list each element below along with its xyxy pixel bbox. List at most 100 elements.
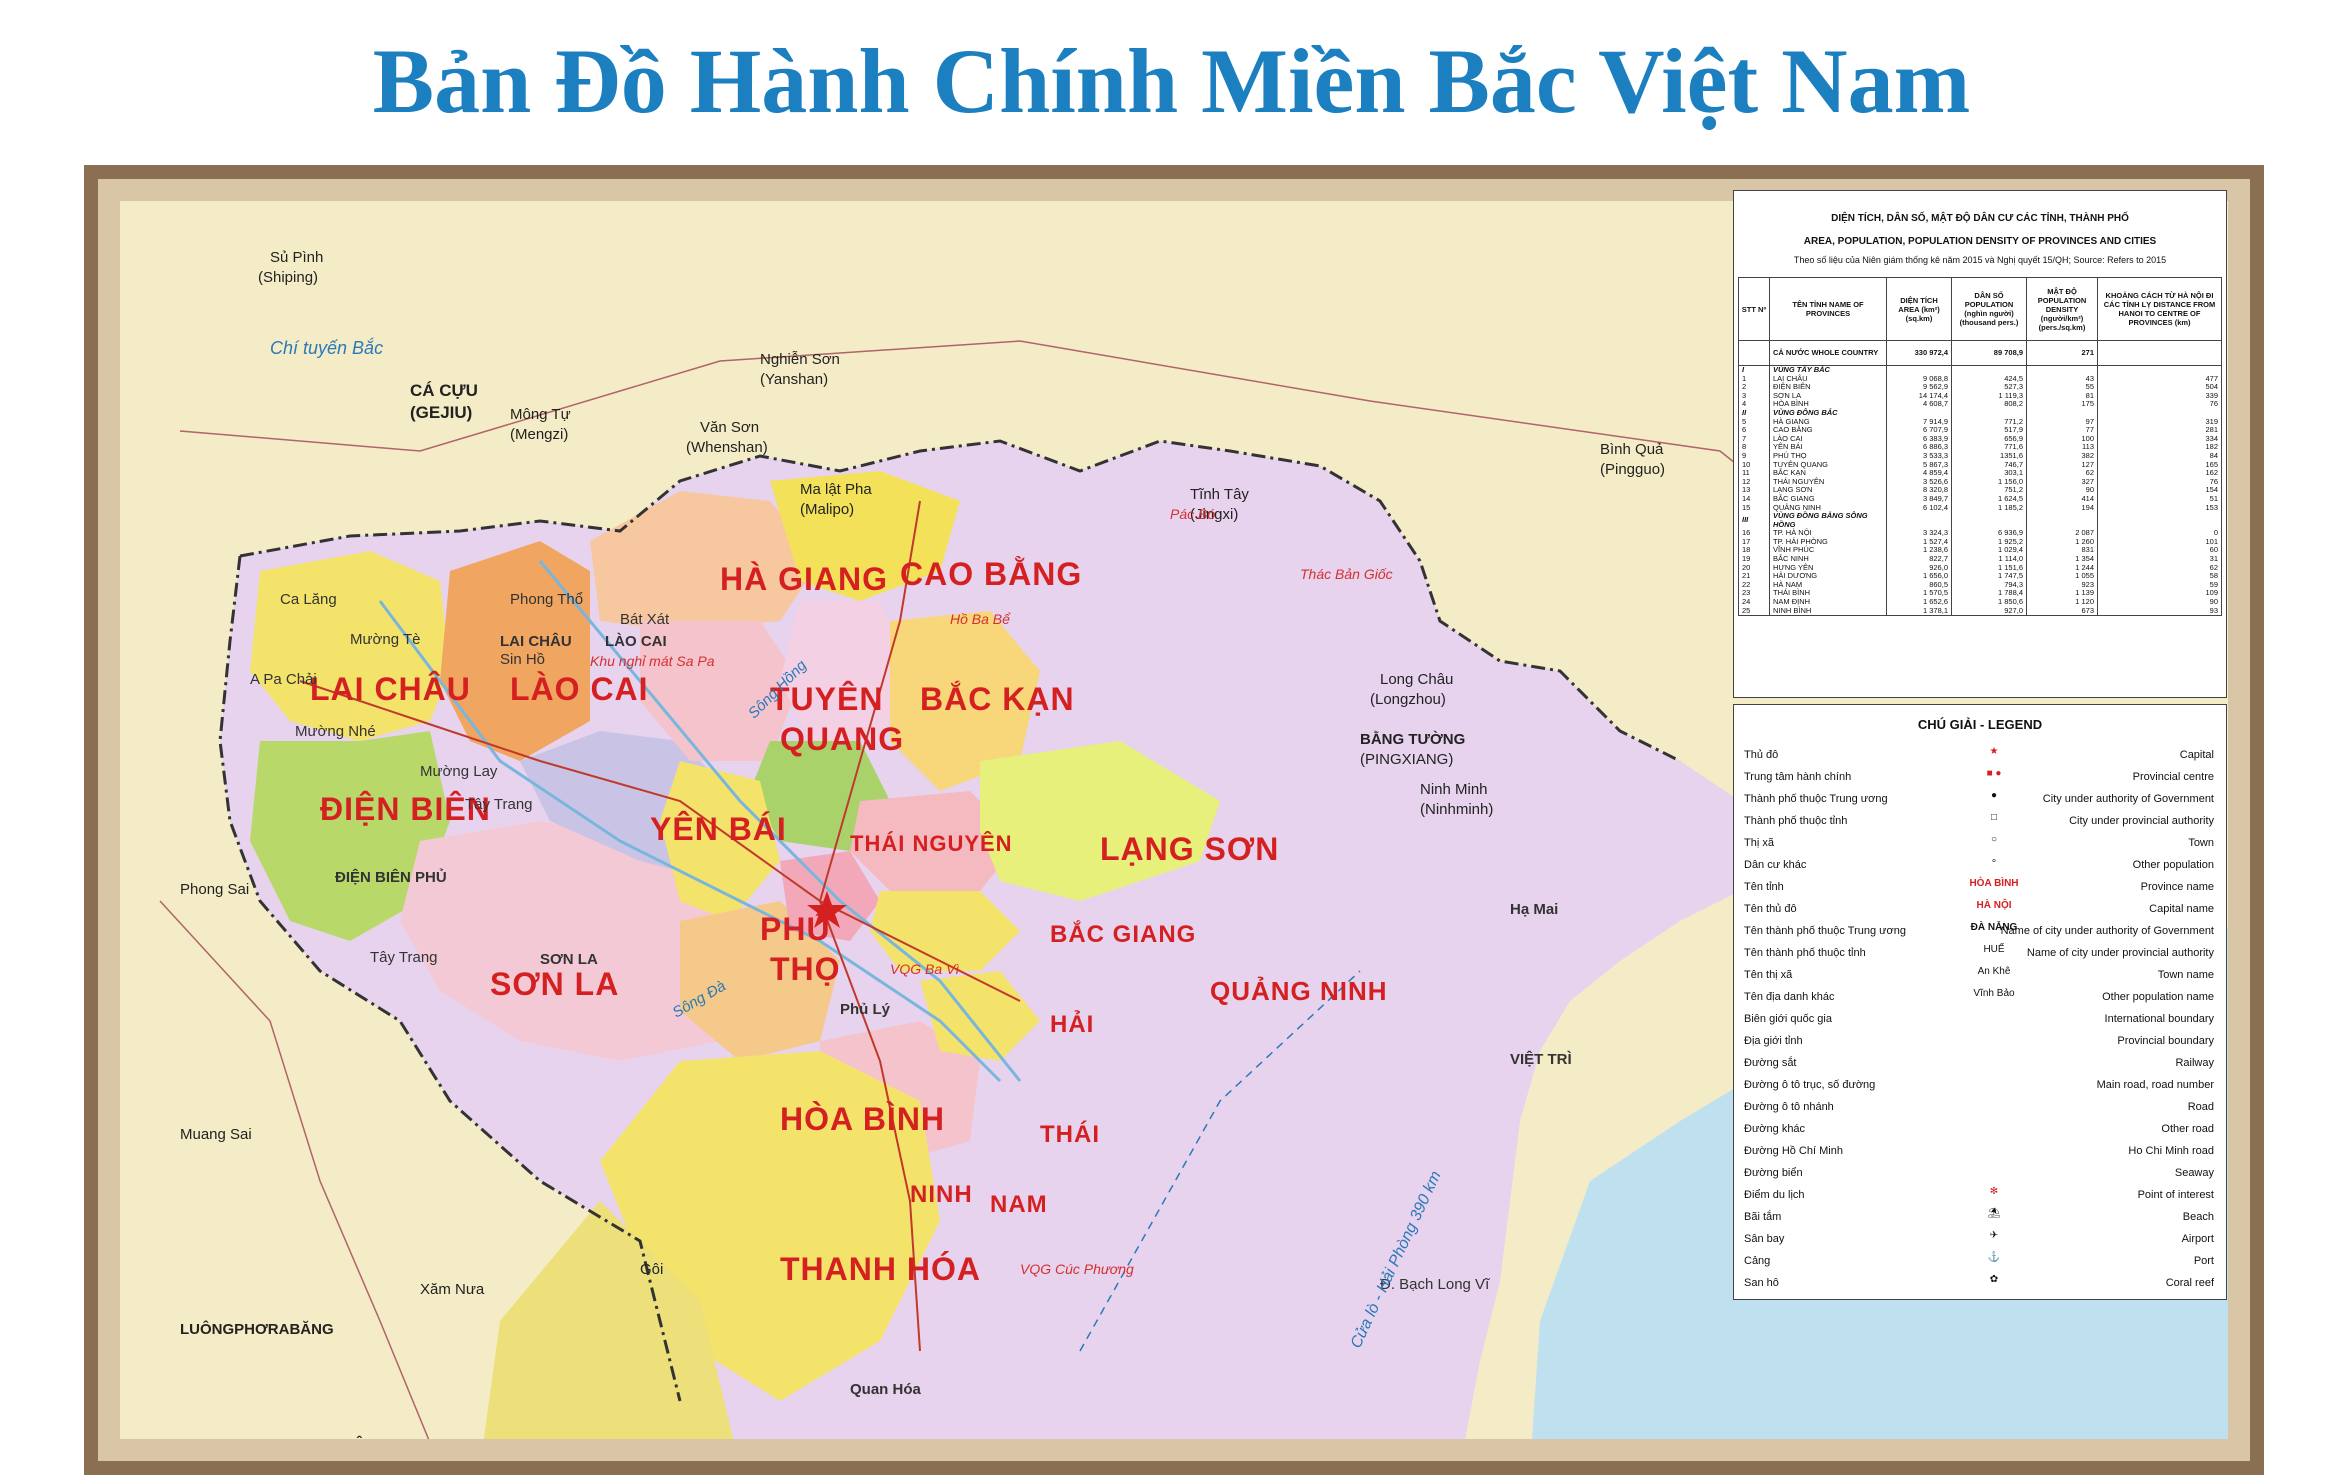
legend-label-en: Capital name [2149, 903, 2214, 915]
legend-label-vi: Đường biển [1744, 1167, 1803, 1179]
province-label: THỌ [770, 951, 841, 987]
legend-label-vi: Bãi tắm [1744, 1211, 1782, 1223]
legend-item: Cảng ⚓ Port [1734, 1252, 2226, 1274]
stats-title-en: AREA, POPULATION, POPULATION DENSITY OF … [1803, 236, 2157, 247]
town-label: VIỆT TRÌ [1510, 1051, 1572, 1068]
legend-label-vi: Tên thị xã [1744, 969, 1793, 981]
stats-cell: 808,2 [1951, 400, 2027, 409]
legend-item: Thành phố thuộc tỉnh □ City under provinci… [1734, 812, 2226, 834]
legend-label-en: Railway [2175, 1057, 2214, 1069]
legend-label-vi: Thủ đô [1744, 749, 1779, 761]
poi-label: Hồ Ba Bể [950, 611, 1010, 627]
legend-label-en: Coral reef [2165, 1277, 2214, 1289]
town-label: Phủ Lý [840, 1001, 891, 1018]
stats-cell: 90 [2097, 597, 2222, 607]
intl-label: (Longzhou) [1370, 691, 1446, 708]
legend-item: Biên giới quốc gia International boundary [1734, 1010, 2226, 1032]
legend-label-vi: Đường sắt [1744, 1057, 1797, 1069]
intl-label: (Jingxi) [1190, 506, 1239, 523]
stats-cell: 153 [2097, 503, 2222, 513]
province-bac-giang [850, 791, 1020, 891]
water-label: Chí tuyến Bắc [270, 338, 384, 358]
legend-title: CHÚ GIẢI - LEGEND [1917, 717, 2043, 732]
stats-cell: 76 [2097, 400, 2222, 409]
legend-panel: CHÚ GIẢI - LEGEND Thủ đô ★ Capital Trung tâ… [1733, 704, 2227, 1300]
legend-item: Bãi tắm ⛱ Beach [1734, 1208, 2226, 1230]
legend-symbol: ■ ● [1986, 768, 2002, 779]
province-label: HÒA BÌNH [780, 1101, 946, 1137]
stats-cell: 4 608,7 [1886, 400, 1952, 409]
legend-label-en: Airport [2181, 1233, 2214, 1245]
stats-header: MẬT ĐỘ POPULATION DENSITY (người/km²) (p… [2026, 277, 2098, 341]
province-lai-chau [250, 551, 450, 741]
province-label: THÁI NGUYÊN [850, 831, 1013, 856]
stats-row: 20 HƯNG YÊN 926,0 1 151,6 1 244 62 [1738, 563, 2222, 573]
legend-symbol: ⛱ [1987, 1208, 2001, 1219]
legend-label-vi: Đường Hồ Chí Minh [1744, 1145, 1843, 1157]
map-graphics [159, 340, 2228, 1439]
main-road-south [819, 900, 921, 1352]
town-label: Mường Tè [350, 631, 421, 648]
legend-label-en: Seaway [2174, 1167, 2214, 1179]
legend-symbol: An Khê [1977, 966, 2011, 977]
seaway-route [1079, 970, 1361, 1352]
legend-symbol [1924, 1076, 2064, 1096]
province-label: ĐIỆN BIÊN [320, 791, 491, 827]
main-road-north [819, 500, 921, 902]
stats-header: TÊN TỈNH NAME OF PROVINCES [1769, 277, 1887, 341]
town-label: Phong Thổ [510, 591, 584, 608]
stats-cell: 504 [2097, 383, 2222, 392]
intl-label: (Yanshan) [760, 371, 829, 388]
stats-cell: 51 [2097, 494, 2222, 504]
stats-cell: 1 185,2 [1951, 503, 2027, 513]
legend-item: Thị xã ○ Town [1734, 834, 2226, 856]
china-province-line [179, 340, 1821, 532]
legend-symbol: ⚓ [1987, 1252, 2001, 1263]
legend-item: Dân cư khác ∘ Other population [1734, 856, 2226, 878]
intl-label: BẰNG TƯỜNG [1360, 731, 1466, 748]
province-label: QUẢNG NINH [1210, 976, 1388, 1006]
town-label: Mường Nhé [295, 723, 376, 740]
legend-item: Trung tâm hành chính ■ ● Provincial centre [1734, 768, 2226, 790]
poi-label: Khu nghỉ mát Sa Pa [590, 653, 715, 669]
stats-cell: 477 [2097, 374, 2222, 384]
province-cao-bang [770, 471, 960, 601]
stats-cell [2097, 512, 2222, 530]
stats-cell: CẢ NƯỚC WHOLE COUNTRY [1769, 340, 1887, 366]
legend-symbol: ĐÀ NẴNG [1970, 922, 2018, 933]
province-lang-son [890, 611, 1040, 791]
stats-cell: 25 [1738, 606, 1770, 617]
legend-label-en: Provincial boundary [2117, 1035, 2214, 1047]
legend-symbol: ✈ [1989, 1230, 1999, 1241]
legend-label-en: Town name [2157, 969, 2214, 981]
stats-cell: III [1738, 512, 1770, 530]
province-label: THÁI [1040, 1121, 1100, 1148]
town-label: Sin Hồ [500, 651, 546, 668]
legend-label-vi: Dân cư khác [1744, 859, 1807, 871]
intl-label: Ma lật Pha [800, 481, 872, 498]
legend-label-en: Point of interest [2137, 1189, 2214, 1201]
legend-symbol: Vĩnh Bảo [1973, 988, 2015, 999]
legend-symbol: ● [1990, 790, 1998, 801]
stats-cell: 0 [2097, 529, 2222, 538]
legend-label-en: Road [2187, 1101, 2214, 1113]
legend-label-en: Ho Chi Minh road [2128, 1145, 2214, 1157]
legend-label-en: City under authority of Government [2042, 793, 2214, 805]
legend-item: Địa giới tỉnh Provincial boundary [1734, 1032, 2226, 1054]
legend-label-vi: Cảng [1744, 1255, 1771, 1267]
stats-cell [2097, 408, 2222, 418]
legend-symbol [1924, 1098, 2064, 1118]
legend-symbol: HÀ NỘI [1976, 900, 2012, 911]
legend-label-vi: Tên tỉnh [1744, 881, 1784, 893]
province-label: LÀO CAI [510, 671, 649, 707]
poi-label: VQG Ba Vì [890, 961, 960, 977]
province-label: HÀ GIANG [720, 561, 888, 597]
town-label: Đ. Bạch Long Vĩ [1380, 1276, 1490, 1293]
province-ha-giang [590, 491, 820, 631]
stats-cell: 165 [2097, 460, 2222, 470]
laos-province-line [159, 900, 430, 1439]
stats-header: KHOẢNG CÁCH TỪ HÀ NỘI ĐI CÁC TỈNH LỴ DIS… [2097, 277, 2222, 341]
province-hai-duong [870, 891, 1020, 971]
province-label: TUYÊN [770, 681, 884, 717]
intl-label: Xăm Nưa [420, 1281, 485, 1298]
